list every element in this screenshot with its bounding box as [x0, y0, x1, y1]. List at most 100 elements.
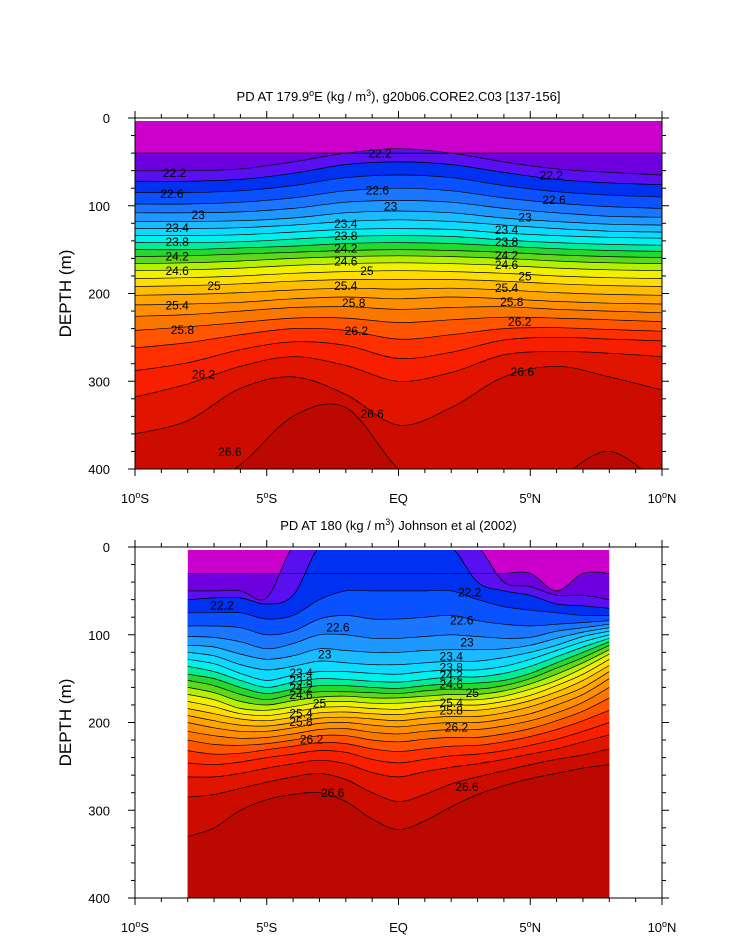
contour-label: 25.8 [171, 323, 195, 337]
contour-line-13 [187, 653, 610, 711]
contour-label: 25 [313, 697, 327, 711]
contour-label: 26.6 [455, 780, 479, 794]
contour-line-24 [187, 764, 610, 837]
panel-title: PD AT 180 (kg / m3) Johnson et al (2002) [280, 517, 517, 533]
x-tick-label: 10oS [121, 919, 149, 935]
y-tick-label: 200 [88, 287, 110, 302]
contour-label: 24.2 [334, 241, 358, 255]
contour-label: 22.6 [450, 613, 474, 627]
contour-line-5 [187, 623, 610, 650]
contour-line-16 [187, 671, 610, 727]
contour-label: 26.2 [445, 720, 469, 734]
contour-label: 26.6 [360, 407, 384, 421]
contour-label: 22.2 [163, 166, 187, 180]
contour-label: 24.6 [334, 255, 358, 269]
contour-line-15 [187, 665, 610, 722]
contour-line-3 [135, 174, 662, 198]
contour-line-21 [187, 722, 610, 765]
y-axis-title: DEPTH (m) [56, 250, 75, 338]
contour-label: 25.8 [289, 715, 313, 729]
contour-line-7 [187, 630, 610, 671]
contour-label: 23.4 [165, 221, 189, 235]
contour-label: 25.4 [289, 706, 313, 720]
contour-label: 23.8 [334, 229, 358, 243]
contour-label: 25.4 [495, 281, 519, 295]
y-tick-label: 200 [88, 716, 110, 731]
x-tick-label: 5oN [519, 490, 541, 506]
x-tick-label: EQ [389, 491, 408, 506]
contour-line-20 [135, 327, 662, 349]
contour-label: 23.8 [495, 235, 519, 249]
contour-line-20 [187, 709, 610, 755]
contour-label: 22.2 [210, 598, 234, 612]
contour-line-10 [187, 641, 610, 694]
contour-label: 24.2 [440, 669, 464, 683]
contour-label: 23 [384, 199, 398, 213]
contour-line-19 [187, 697, 610, 746]
contour-line-13 [135, 262, 662, 272]
contour-label: 26.6 [218, 445, 242, 459]
contour-line-14 [135, 270, 662, 279]
contour-label: 22.6 [326, 620, 350, 634]
y-tick-label: 0 [103, 540, 110, 555]
contour-label: 23 [460, 635, 474, 649]
contour-line-3 [187, 589, 610, 620]
contour-line-11 [135, 249, 662, 258]
contour-label: 25.8 [342, 296, 366, 310]
contour-line-14 [187, 658, 610, 716]
x-tick-label: 10oN [648, 490, 677, 506]
density-band-25 [234, 403, 642, 469]
contour-line-17 [187, 678, 610, 733]
contour-line-24 [233, 403, 642, 469]
contour-line-1 [187, 550, 610, 601]
contour-line-12 [187, 649, 610, 706]
y-tick-label: 300 [88, 803, 110, 818]
contour-label: 23.4 [334, 217, 358, 231]
contour-label: 26.2 [300, 733, 324, 747]
x-tick-label: EQ [389, 920, 408, 935]
y-tick-label: 100 [88, 199, 110, 214]
contour-label: 23.4 [495, 223, 519, 237]
y-axis-title: DEPTH (m) [56, 679, 75, 767]
contour-label: 26.2 [508, 315, 532, 329]
contour-line-22 [187, 734, 610, 778]
contour-line-16 [135, 287, 662, 296]
contour-label: 26.2 [192, 368, 216, 382]
contour-label: 23.4 [289, 666, 313, 680]
contour-line-18 [135, 306, 662, 317]
contour-line-23 [135, 365, 662, 435]
contour-label: 25.8 [500, 295, 524, 309]
contour-line-10 [135, 242, 662, 252]
contour-label: 26.2 [345, 324, 369, 338]
contour-line-19 [135, 316, 662, 331]
contour-label: 22.6 [160, 187, 184, 201]
contour-label: 25 [466, 686, 480, 700]
contour-label: 22.2 [458, 585, 482, 599]
y-tick-label: 300 [88, 374, 110, 389]
y-tick-label: 0 [103, 111, 110, 126]
contour-label: 22.2 [540, 169, 564, 183]
contour-label: 24.6 [165, 264, 189, 278]
contour-label: 24.6 [495, 258, 519, 272]
contour-line-2 [187, 550, 610, 609]
x-tick-label: 5oS [256, 919, 277, 935]
contour-label: 26.6 [321, 786, 345, 800]
contour-line-17 [135, 296, 662, 306]
contour-line-6 [187, 627, 610, 660]
contour-line-4 [135, 187, 662, 209]
contour-line-23 [187, 748, 610, 802]
contour-label: 24.2 [289, 681, 313, 695]
y-tick-label: 100 [88, 628, 110, 643]
contour-line-2 [135, 161, 662, 186]
contour-label: 23.8 [165, 235, 189, 249]
contour-line-21 [135, 337, 662, 372]
contour-label: 22.6 [542, 193, 566, 207]
contour-label: 25.8 [440, 704, 464, 718]
contour-label: 23.4 [440, 649, 464, 663]
contour-field: 22.222.222.622.6232323.423.423.823.824.2… [187, 550, 610, 898]
x-tick-label: 10oS [121, 490, 149, 506]
contour-label: 24.2 [165, 249, 189, 263]
contour-label: 24.2 [495, 248, 519, 262]
